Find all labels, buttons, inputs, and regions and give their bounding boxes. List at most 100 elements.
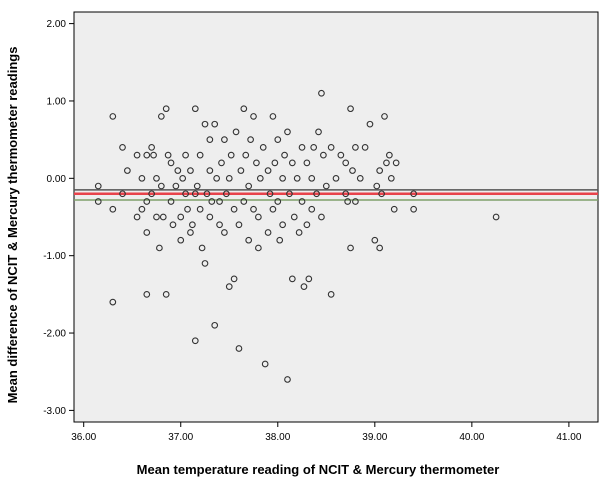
data-point [184,205,191,213]
y-tick-label: 2.00 [47,19,67,30]
data-point [300,283,308,290]
y-tick-label: -2.00 [43,329,66,340]
data-point [164,151,172,159]
data-point [206,167,214,174]
data-point [198,244,206,252]
data-point [191,337,199,345]
data-point [206,136,214,143]
data-point [261,360,269,368]
data-points [94,89,500,383]
data-point [274,136,282,143]
data-point [310,144,318,151]
data-point [153,213,160,221]
x-axis-title: Mean temperature reading of NCIT & Mercu… [137,462,500,477]
data-point [124,167,131,174]
data-point [138,205,146,213]
data-point [279,174,286,182]
y-tick-label: 0.00 [47,174,67,185]
data-point [177,236,185,244]
x-tick-label: 40.00 [459,432,484,443]
data-point [156,244,163,252]
data-point [274,198,282,205]
x-tick-label: 37.00 [168,432,193,443]
data-point [213,174,220,182]
data-point [240,198,248,205]
data-point [159,213,167,221]
data-point [143,151,151,159]
data-point [250,205,257,213]
data-point [230,275,238,283]
data-point [284,376,291,383]
x-tick-label: 39.00 [362,432,387,443]
data-point [342,159,350,167]
data-point [191,105,199,113]
data-point [182,151,189,159]
data-point [288,159,296,167]
data-point [356,174,364,182]
data-point [169,221,177,229]
data-point [361,144,369,151]
data-point [308,205,316,213]
data-point [193,182,201,190]
data-point [366,120,374,128]
data-point [196,205,204,213]
data-point [143,198,151,205]
data-point [167,159,175,167]
data-point [315,128,322,136]
data-point [281,151,288,159]
data-point [182,190,189,198]
data-point [240,105,248,113]
data-point [253,159,260,167]
y-axis-title: Mean difference of NCIT & Mercury thermo… [5,47,20,404]
data-point [383,159,390,167]
data-point [216,198,223,205]
data-point [337,151,345,159]
plot-area [73,11,599,423]
data-point [298,144,306,151]
data-point [381,113,388,120]
data-point [247,136,254,143]
data-point [245,236,253,244]
data-point [94,198,102,205]
data-point [305,275,313,283]
data-point [167,198,175,205]
data-point [313,190,320,198]
data-point [143,291,151,298]
data-point [119,190,126,198]
data-point [222,190,230,198]
data-point [162,105,170,113]
data-point [286,190,293,198]
data-point [349,167,356,174]
data-point [133,213,141,221]
data-point [308,174,316,182]
data-point [342,190,350,198]
data-point [293,174,301,182]
data-point [179,174,187,182]
data-point [211,120,219,128]
data-point [162,291,170,298]
data-point [208,198,216,205]
data-point [373,182,381,190]
data-point [255,244,262,252]
data-point [109,205,117,213]
data-point [295,229,303,236]
data-point [232,128,240,136]
y-tick-label: 1.00 [47,96,67,107]
data-point [327,291,335,298]
data-point [376,244,384,252]
data-point [187,229,194,236]
data-point [352,198,359,205]
data-point [119,144,126,151]
data-point [133,151,141,159]
x-tick-label: 41.00 [556,432,581,443]
data-point [266,190,274,198]
data-point [157,182,165,190]
data-point [218,159,225,167]
y-tick-label: -1.00 [43,251,66,262]
data-point [143,229,151,236]
data-point [264,167,272,174]
data-point [344,198,351,205]
data-point [271,159,279,167]
data-point [279,221,286,229]
data-point [235,221,243,229]
